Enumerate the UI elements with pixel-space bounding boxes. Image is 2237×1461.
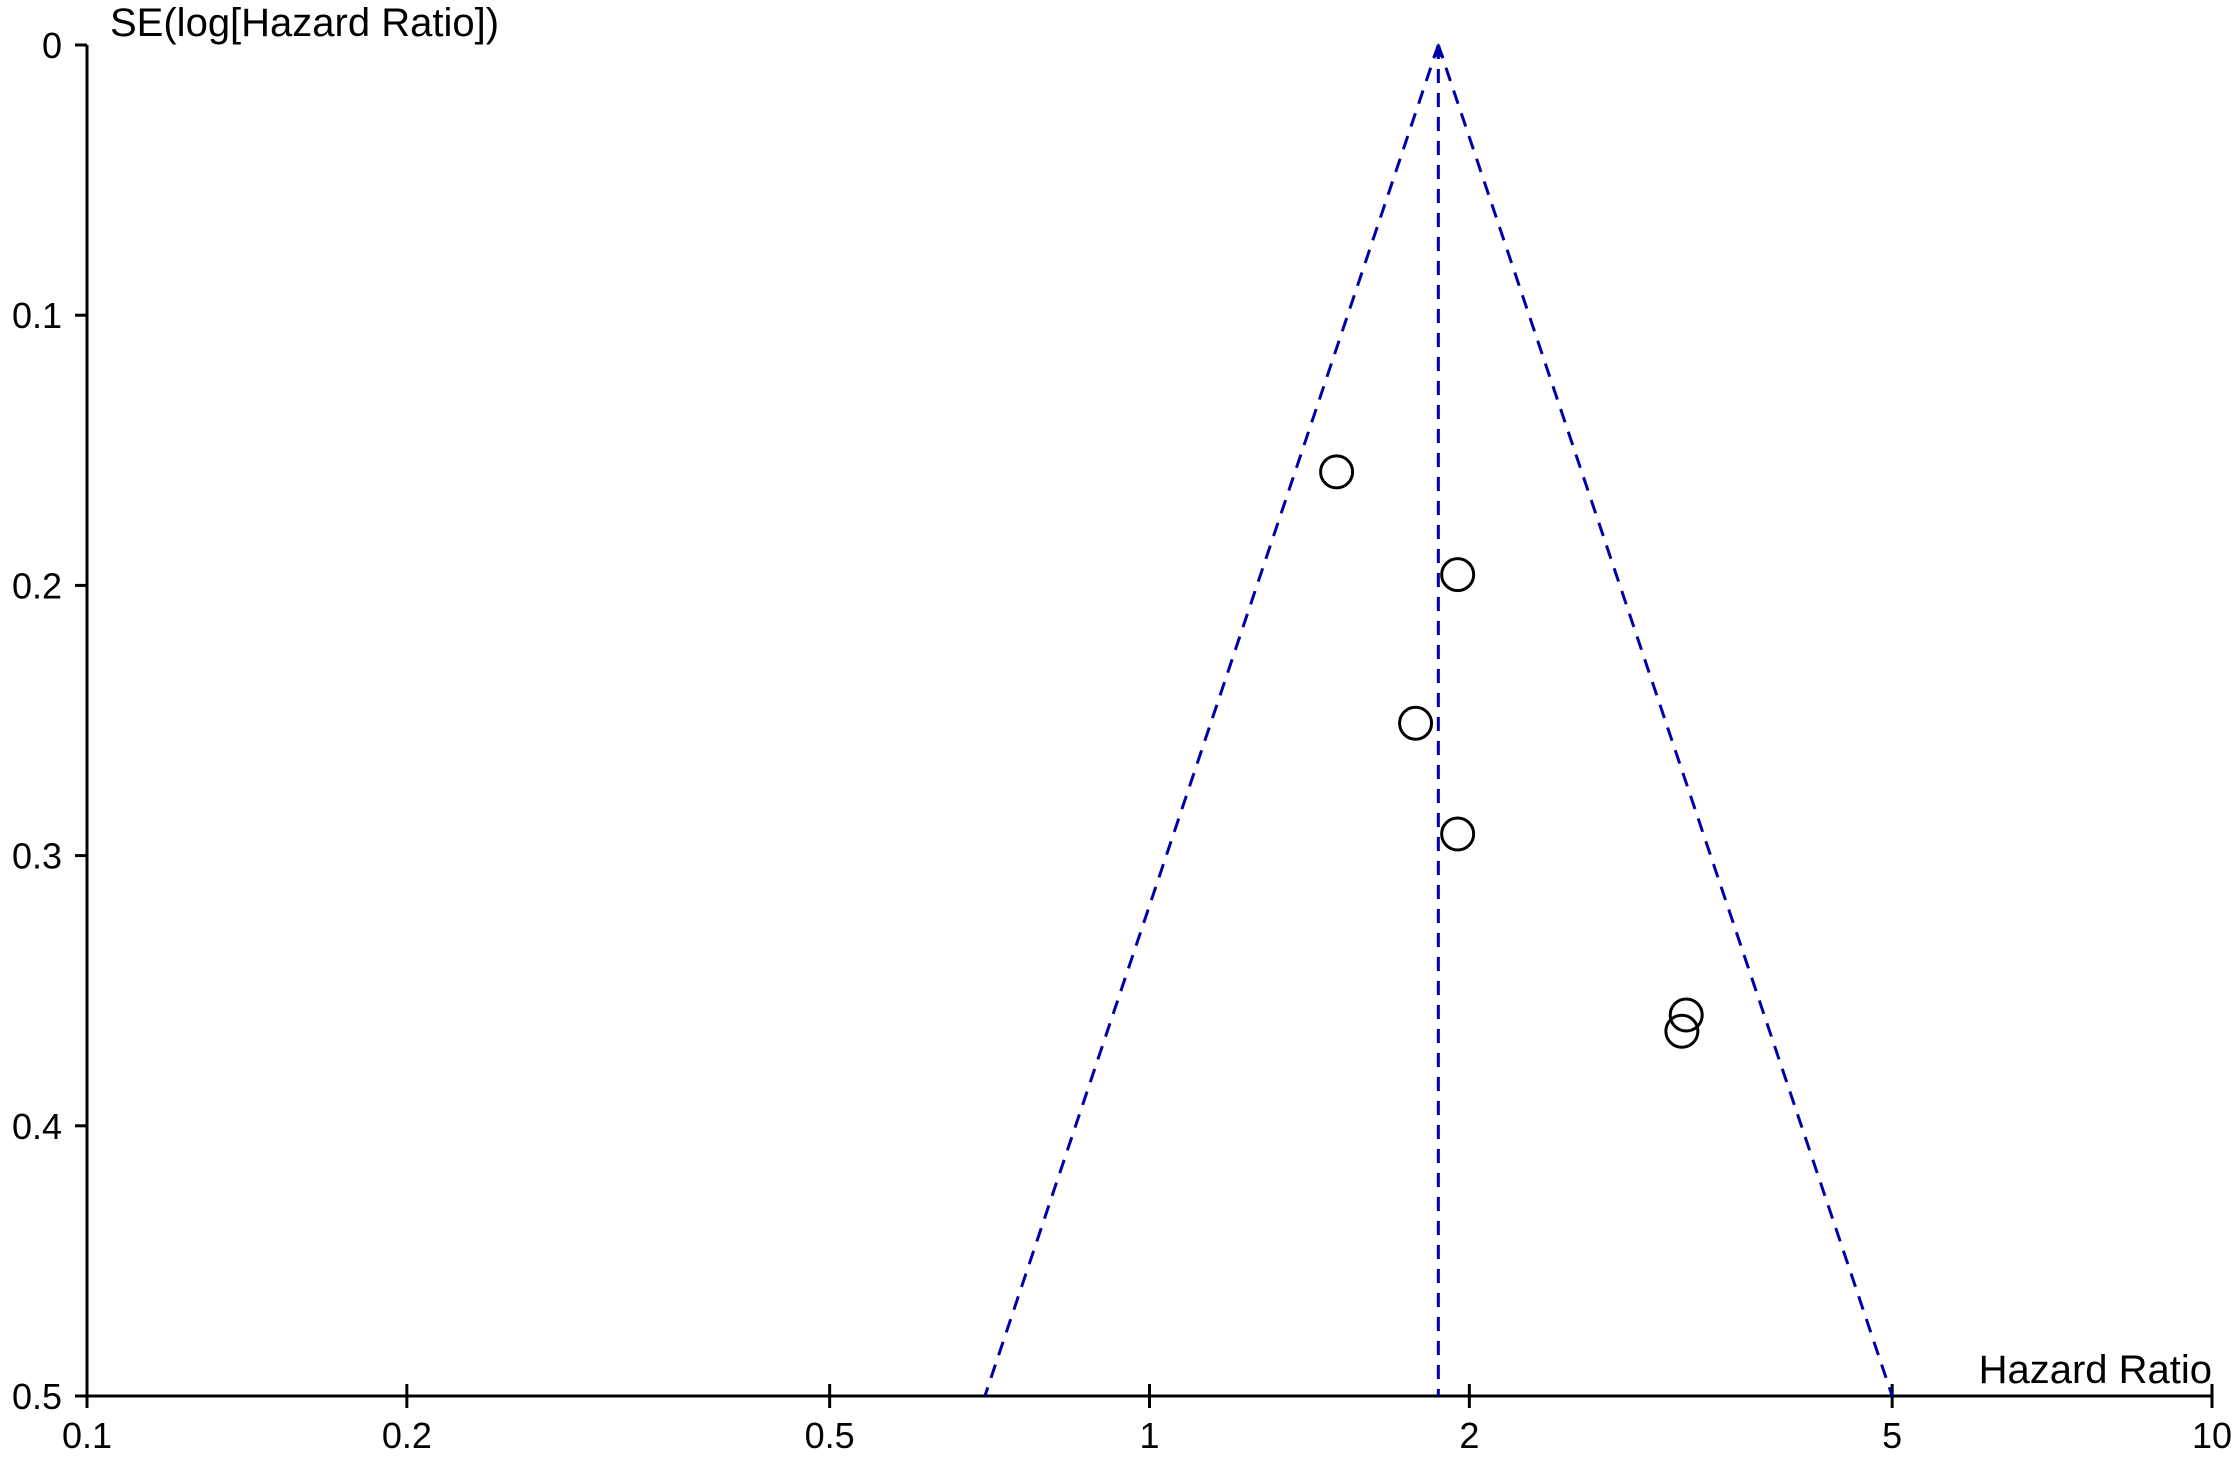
y-tick-label: 0.3 (12, 836, 62, 877)
y-axis-title: SE(log[Hazard Ratio]) (110, 1, 499, 45)
funnel-left-limit (983, 44, 1440, 1397)
x-tick-label: 5 (1882, 1415, 1902, 1456)
x-tick-label: 10 (2192, 1415, 2232, 1456)
x-tick-label: 0.1 (62, 1415, 112, 1456)
study-point (1668, 997, 1704, 1033)
funnel-lines (983, 43, 1894, 1397)
funnel-apex-marker (1432, 43, 1445, 57)
study-point (1440, 557, 1476, 593)
study-point (1664, 1013, 1700, 1049)
y-tick-label: 0.5 (12, 1376, 62, 1417)
y-tick-label: 0.1 (12, 295, 62, 336)
x-axis-title: Hazard Ratio (1979, 1348, 2212, 1392)
study-points (1319, 454, 1704, 1049)
x-tick-label: 0.2 (382, 1415, 432, 1456)
study-point (1398, 705, 1434, 741)
y-tick-label: 0.2 (12, 565, 62, 606)
y-tick-label: 0 (42, 25, 62, 66)
x-tick-label: 1 (1139, 1415, 1159, 1456)
study-point (1319, 454, 1355, 490)
funnel-right-limit (1436, 44, 1894, 1397)
axes: 00.10.20.30.40.50.1 0.2 0.5 1 2 5 10 (12, 25, 2232, 1456)
study-point (1440, 816, 1476, 852)
x-tick-label: 2 (1459, 1415, 1479, 1456)
y-tick-label: 0.4 (12, 1106, 62, 1147)
x-tick-label: 0.5 (805, 1415, 855, 1456)
